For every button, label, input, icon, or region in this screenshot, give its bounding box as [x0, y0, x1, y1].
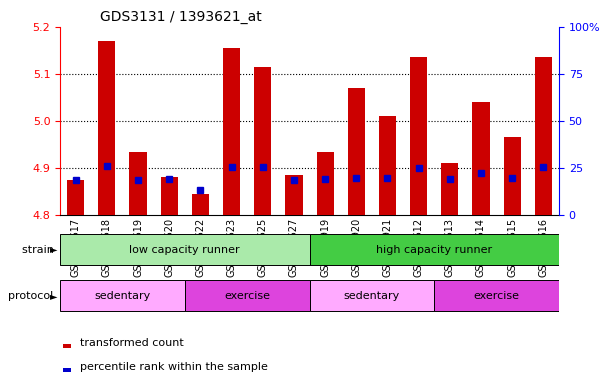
Bar: [254, 67, 271, 215]
Text: strain: strain: [22, 245, 57, 255]
Bar: [192, 194, 209, 215]
Text: low capacity runner: low capacity runner: [129, 245, 240, 255]
Bar: [410, 58, 427, 215]
Bar: [441, 163, 459, 215]
Bar: [60, 280, 185, 311]
Bar: [310, 280, 435, 311]
Text: GDS3131 / 1393621_at: GDS3131 / 1393621_at: [100, 10, 262, 25]
Bar: [535, 58, 552, 215]
Text: ►: ►: [50, 291, 57, 301]
Bar: [472, 102, 490, 215]
Text: exercise: exercise: [224, 291, 270, 301]
Text: percentile rank within the sample: percentile rank within the sample: [79, 362, 267, 372]
Bar: [348, 88, 365, 215]
Bar: [99, 41, 115, 215]
Text: sedentary: sedentary: [344, 291, 400, 301]
Bar: [129, 152, 147, 215]
Bar: [317, 152, 334, 215]
Bar: [223, 48, 240, 215]
Bar: [60, 234, 310, 265]
Bar: [504, 137, 520, 215]
Text: exercise: exercise: [474, 291, 520, 301]
Text: protocol: protocol: [8, 291, 57, 301]
Bar: [63, 344, 70, 348]
Text: transformed count: transformed count: [79, 338, 183, 348]
Bar: [185, 280, 310, 311]
Bar: [379, 116, 396, 215]
Text: sedentary: sedentary: [94, 291, 151, 301]
Bar: [285, 175, 302, 215]
Bar: [310, 234, 559, 265]
Bar: [67, 180, 84, 215]
Bar: [160, 177, 178, 215]
Bar: [434, 280, 559, 311]
Text: high capacity runner: high capacity runner: [376, 245, 492, 255]
Bar: [63, 368, 70, 372]
Text: ►: ►: [50, 245, 57, 255]
